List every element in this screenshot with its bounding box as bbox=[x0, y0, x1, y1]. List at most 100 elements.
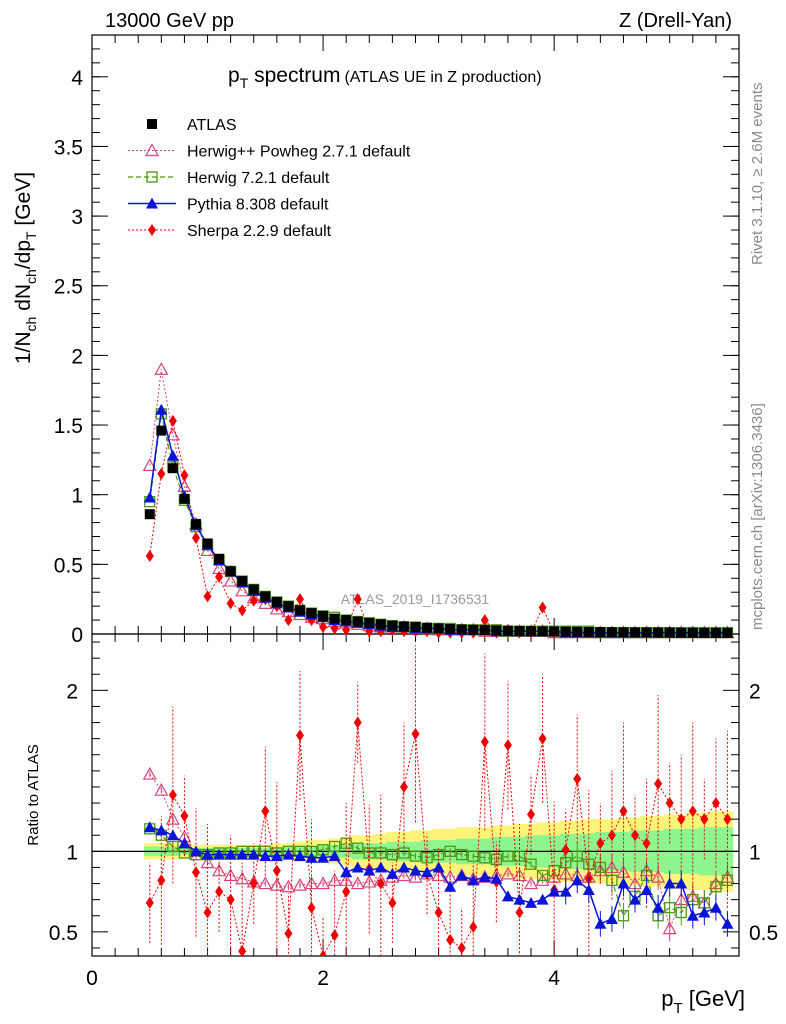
ratio-point-pythia bbox=[328, 850, 341, 862]
ratio-series-pythia bbox=[143, 821, 734, 937]
main-point-atlas bbox=[179, 493, 190, 504]
ratio-point-herwigpp bbox=[327, 873, 342, 886]
main-point-herwigpp bbox=[235, 583, 250, 597]
main-point-atlas bbox=[190, 518, 201, 529]
ratio-point-sherpa bbox=[434, 906, 443, 919]
ratio-point-pythia bbox=[397, 861, 410, 873]
ratio-point-sherpa bbox=[191, 866, 200, 879]
main-point-atlas bbox=[329, 613, 340, 624]
main-point-sherpa bbox=[284, 614, 293, 627]
ratio-point-pythia bbox=[409, 864, 422, 876]
main-point-pythia bbox=[166, 449, 179, 461]
ratio-ytick-label: 1 bbox=[66, 841, 78, 864]
main-point-herwigpp bbox=[165, 427, 180, 441]
main-point-sherpa bbox=[295, 593, 304, 606]
ratio-point-pythia bbox=[640, 883, 653, 895]
ratio-point-herwigpp bbox=[165, 811, 180, 825]
main-point-atlas bbox=[653, 627, 664, 638]
main-ytick-label: 2.5 bbox=[54, 276, 83, 299]
main-point-atlas bbox=[641, 627, 652, 638]
main-series-atlas bbox=[144, 425, 733, 638]
legend-marker-atlas bbox=[147, 119, 157, 129]
ratio-point-pythia bbox=[559, 885, 572, 897]
ratio-point-pythia bbox=[351, 861, 364, 873]
ratio-point-pythia bbox=[155, 824, 168, 836]
ratio-point-sherpa bbox=[561, 843, 570, 856]
ratio-point-sherpa bbox=[469, 921, 478, 934]
ratio-point-herwigpp bbox=[281, 879, 296, 893]
ratio-point-pythia bbox=[629, 893, 642, 905]
main-point-atlas bbox=[294, 605, 305, 616]
ratio-point-herwigpp bbox=[535, 873, 550, 886]
legend-marker-pythia bbox=[146, 197, 158, 209]
ratio-point-herwigpp bbox=[142, 766, 157, 780]
ratio-point-sherpa bbox=[631, 829, 640, 842]
main-point-atlas bbox=[271, 596, 282, 607]
ratio-series-sherpa bbox=[145, 645, 732, 956]
main-point-atlas bbox=[468, 624, 479, 635]
legend-label-sherpa: Sherpa 2.2.9 default bbox=[187, 223, 332, 240]
main-point-herwigpp bbox=[154, 362, 169, 375]
main-point-sherpa bbox=[538, 601, 547, 614]
main-point-sherpa bbox=[319, 621, 328, 634]
legend-label-atlas: ATLAS bbox=[187, 117, 237, 134]
ratio-point-sherpa bbox=[503, 739, 512, 752]
ratio-point-pythia bbox=[663, 877, 676, 889]
main-point-sherpa bbox=[342, 623, 351, 636]
main-point-atlas bbox=[549, 626, 560, 637]
ratio-point-sherpa bbox=[711, 797, 720, 810]
ratio-point-herwigpp bbox=[154, 782, 169, 796]
main-point-atlas bbox=[352, 616, 363, 627]
ratio-point-sherpa bbox=[249, 877, 258, 890]
main-point-atlas bbox=[341, 615, 352, 626]
main-point-sherpa bbox=[180, 469, 189, 482]
ratio-point-sherpa bbox=[272, 864, 281, 877]
ratio-point-pythia bbox=[455, 869, 468, 881]
ratio-ytick-label-right: 2 bbox=[749, 680, 761, 703]
ratio-point-sherpa bbox=[295, 729, 304, 742]
main-point-atlas bbox=[306, 608, 317, 619]
ratio-point-pythia bbox=[536, 893, 549, 905]
main-point-sherpa bbox=[249, 594, 258, 607]
main-point-atlas bbox=[722, 627, 733, 638]
main-point-atlas bbox=[410, 622, 421, 633]
legend-label-herwig7: Herwig 7.2.1 default bbox=[187, 170, 330, 187]
ratio-point-pythia bbox=[444, 880, 457, 892]
main-point-atlas bbox=[618, 627, 629, 638]
ratio-point-pythia bbox=[421, 866, 434, 878]
ratio-y-axis-label: Ratio to ATLAS bbox=[25, 744, 42, 845]
main-point-atlas bbox=[433, 623, 444, 634]
ratio-point-sherpa bbox=[480, 735, 489, 748]
main-point-atlas bbox=[225, 566, 236, 577]
ratio-point-herwig7 bbox=[398, 847, 410, 859]
ratio-point-sherpa bbox=[388, 896, 397, 909]
main-ytick-label: 3.5 bbox=[54, 136, 83, 159]
ratio-point-herwig7 bbox=[675, 906, 687, 919]
ratio-point-pythia bbox=[478, 871, 491, 883]
ratio-point-sherpa bbox=[677, 813, 686, 826]
ratio-point-pythia bbox=[617, 877, 630, 889]
ratio-point-herwigpp bbox=[339, 873, 354, 886]
main-point-atlas bbox=[456, 624, 467, 635]
legend-marker-sherpa bbox=[148, 224, 156, 236]
legend-entry-atlas: ATLAS bbox=[147, 117, 237, 134]
ratio-point-sherpa bbox=[665, 797, 674, 810]
main-point-sherpa bbox=[191, 531, 200, 544]
ratio-axis-ticks: 0.5 0.5 1 1 2 2 0 2 4 bbox=[49, 634, 778, 990]
main-point-sherpa bbox=[215, 570, 224, 583]
ratio-point-sherpa bbox=[307, 901, 316, 914]
ratio-point-herwigpp bbox=[662, 921, 677, 935]
ratio-point-sherpa bbox=[573, 772, 582, 785]
ratio-point-herwigpp bbox=[316, 876, 331, 890]
ratio-point-sherpa bbox=[215, 885, 224, 898]
ratio-ytick-label: 0.5 bbox=[49, 922, 78, 945]
main-point-atlas bbox=[514, 625, 525, 636]
header-right: Z (Drell-Yan) bbox=[619, 10, 732, 32]
ratio-point-herwig7 bbox=[617, 910, 630, 922]
ratio-ytick-label-right: 1 bbox=[749, 841, 761, 864]
ratio-point-sherpa bbox=[619, 805, 628, 818]
ratio-point-herwig7 bbox=[456, 848, 468, 861]
ratio-point-sherpa bbox=[203, 906, 212, 919]
ratio-point-sherpa bbox=[399, 780, 408, 793]
